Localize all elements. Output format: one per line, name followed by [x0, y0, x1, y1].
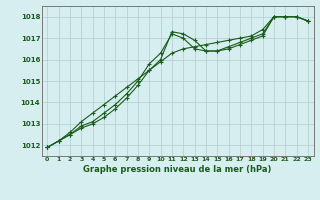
X-axis label: Graphe pression niveau de la mer (hPa): Graphe pression niveau de la mer (hPa)	[84, 165, 272, 174]
